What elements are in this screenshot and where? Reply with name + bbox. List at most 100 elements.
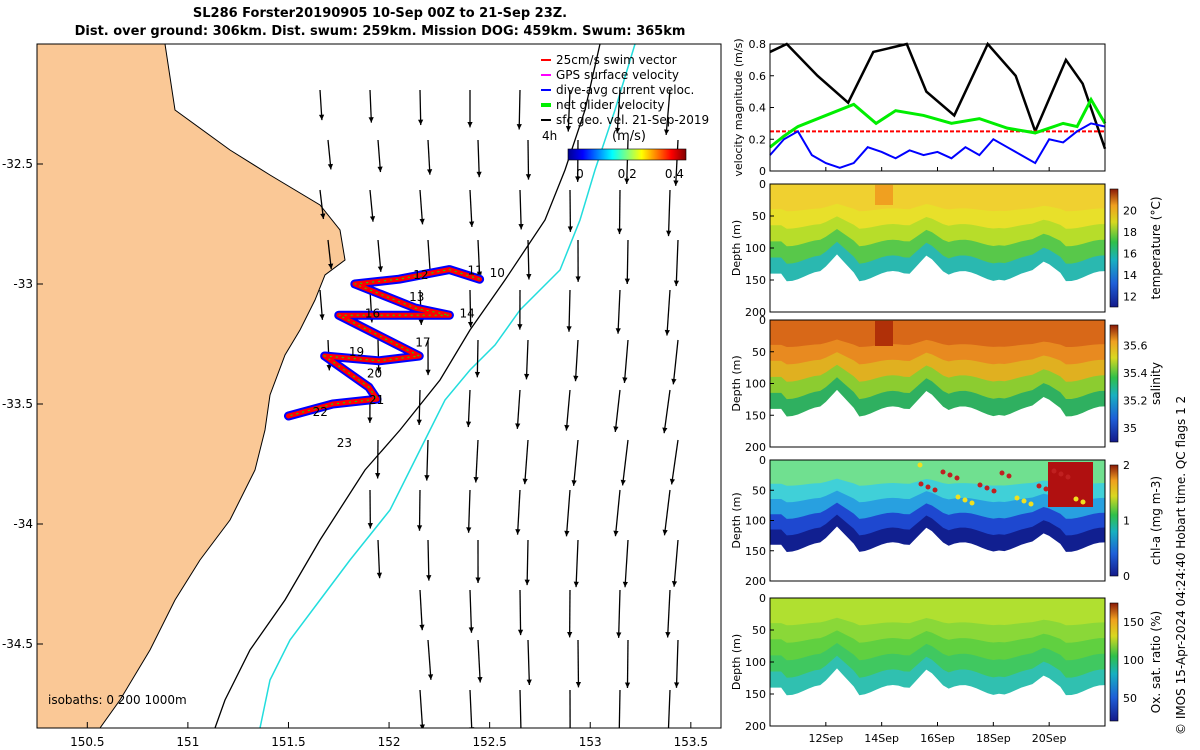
land-area xyxy=(37,44,346,728)
current-vector-arrow xyxy=(526,639,532,686)
current-vector-shaft xyxy=(475,439,479,483)
speed-colorbar xyxy=(567,148,687,161)
current-vector-head xyxy=(616,632,622,638)
current-vector-arrow xyxy=(477,639,483,683)
track-day-label: 14 xyxy=(459,307,474,321)
colorbar-axis-label: salinity xyxy=(1149,362,1163,405)
colorbar-tick-label: 35.6 xyxy=(1123,340,1148,353)
colorbar-tick-label: 0.2 xyxy=(618,167,637,181)
legend-label: dive-avg current veloc. xyxy=(556,83,694,97)
current-vector-arrow xyxy=(624,239,630,285)
colorbar-axis-label: Ox. sat. ratio (%) xyxy=(1149,611,1163,713)
current-vector-head xyxy=(377,266,383,272)
current-vector-shaft xyxy=(525,339,529,380)
colorbar-tick-label: 0 xyxy=(576,167,584,181)
current-vector-arrow xyxy=(571,439,579,486)
chl-sample-dot xyxy=(954,475,960,481)
y-tick-label: 50 xyxy=(752,484,766,497)
current-vector-shaft xyxy=(614,389,621,433)
velocity-series-line xyxy=(769,122,1106,169)
depth-axis-label: Depth (m) xyxy=(730,492,743,548)
current-vector-shaft xyxy=(574,339,579,382)
current-vector-shaft xyxy=(565,389,571,431)
current-vector-head xyxy=(424,475,430,481)
current-vector-head xyxy=(575,276,581,282)
y-tick-label: -32.5 xyxy=(2,157,33,171)
current-vector-shaft xyxy=(427,539,430,581)
colorbar-tick-label: 0.4 xyxy=(665,167,684,181)
chart-title-line1: SL286 Forster20190905 10-Sep 00Z to 21-S… xyxy=(192,6,568,21)
current-vector-arrow xyxy=(327,139,333,170)
track-day-label: 19 xyxy=(349,345,364,359)
current-vector-shaft xyxy=(469,189,473,227)
current-vector-head xyxy=(377,166,383,173)
velocity-series-line xyxy=(769,96,1107,149)
colorbar-tick-label: 35 xyxy=(1123,422,1137,435)
current-vector-arrow xyxy=(564,489,571,537)
track-day-label: 11 xyxy=(468,263,483,277)
current-vector-head xyxy=(616,228,623,235)
current-vector-head xyxy=(518,223,524,230)
current-vector-arrow xyxy=(573,339,579,382)
x-tick-label: 20Sep xyxy=(1032,732,1067,745)
track-day-label: 17 xyxy=(415,335,430,349)
current-vector-head xyxy=(425,369,431,376)
legend-label: 25cm/s swim vector xyxy=(556,53,677,67)
current-vector-arrow xyxy=(515,489,521,535)
current-vector-head xyxy=(666,732,671,738)
current-vector-head xyxy=(624,178,630,184)
current-vector-head xyxy=(376,572,383,579)
current-vector-shaft xyxy=(477,139,480,178)
current-vector-head xyxy=(326,364,332,371)
current-vector-shaft xyxy=(666,289,671,336)
current-vector-arrow xyxy=(662,489,671,536)
current-vector-arrow xyxy=(613,389,621,433)
current-vector-head xyxy=(526,274,532,280)
current-vector-arrow xyxy=(377,239,383,272)
current-vector-head xyxy=(573,581,579,588)
current-vector-shaft xyxy=(477,239,481,278)
x-tick-label: 12Sep xyxy=(808,732,843,745)
current-vector-head xyxy=(418,119,424,126)
current-vector-head xyxy=(376,367,382,373)
credit-text: © IMOS 15-Apr-2024 04:24:40 Hobart time.… xyxy=(1174,395,1188,735)
current-vector-arrow xyxy=(476,239,483,278)
current-vector-head xyxy=(328,263,334,270)
current-vector-head xyxy=(571,480,577,486)
current-vector-head xyxy=(671,581,678,587)
current-vector-head xyxy=(568,732,573,737)
current-vector-arrow xyxy=(662,389,671,434)
track-day-label: 13 xyxy=(409,290,424,304)
current-vector-shaft xyxy=(516,489,521,535)
current-vector-arrow xyxy=(416,489,423,531)
chl-sample-dot xyxy=(1036,483,1042,489)
current-vector-shaft xyxy=(617,289,621,334)
current-vector-head xyxy=(469,221,475,227)
current-vector-head xyxy=(564,530,570,537)
colorbar-axis-label: temperature (°C) xyxy=(1149,197,1163,300)
current-vector-head xyxy=(624,682,631,688)
current-vector-shaft xyxy=(419,589,423,631)
current-vector-shaft xyxy=(427,139,431,175)
current-vector-arrow xyxy=(522,439,529,485)
current-vector-head xyxy=(525,174,532,180)
current-vector-head xyxy=(515,529,521,535)
current-vector-head xyxy=(564,424,570,431)
current-vector-shaft xyxy=(526,539,529,586)
current-vector-head xyxy=(419,624,425,631)
chl-sample-dot xyxy=(977,482,983,488)
current-vector-shaft xyxy=(666,589,671,638)
y-tick-label: 200 xyxy=(745,441,766,454)
current-vector-shaft xyxy=(614,489,621,537)
chl-sample-dot xyxy=(1058,471,1064,477)
x-tick-label: 152.5 xyxy=(472,735,506,749)
current-vector-arrow xyxy=(474,339,481,378)
current-vector-shaft xyxy=(524,439,529,485)
colorbar-tick-label: 35.2 xyxy=(1123,395,1148,408)
current-vector-head xyxy=(468,627,474,633)
current-vector-arrow xyxy=(419,189,425,225)
current-vector-shaft xyxy=(419,89,422,126)
current-vector-head xyxy=(567,632,573,638)
current-vector-arrow xyxy=(565,89,572,132)
